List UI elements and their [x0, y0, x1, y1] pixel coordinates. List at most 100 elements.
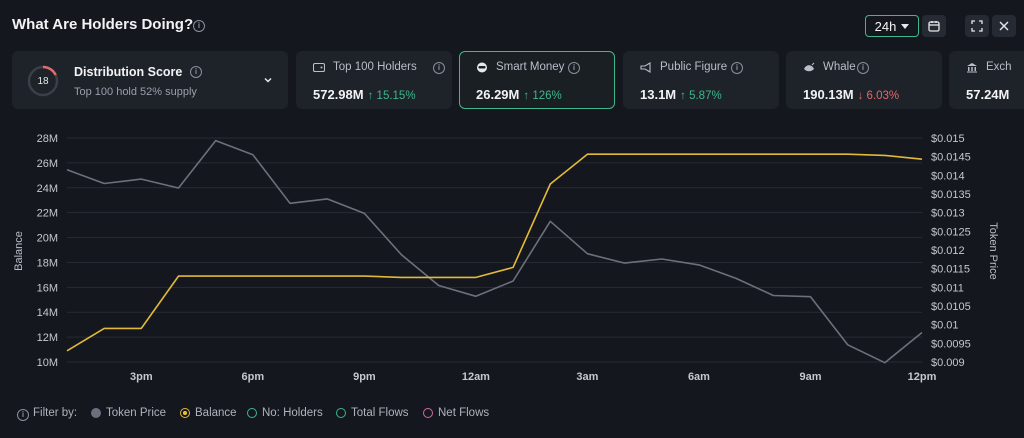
- card-value-amount: 572.98M: [313, 87, 364, 102]
- y-tick-label: 14M: [37, 307, 58, 319]
- calendar-icon: [928, 21, 940, 32]
- y-tick-label: 20M: [37, 233, 58, 245]
- filter-no-holders[interactable]: No: Holders: [247, 407, 323, 419]
- distribution-score-card[interactable]: 18 Distribution Score i Top 100 hold 52%…: [12, 51, 288, 109]
- x-tick-label: 3am: [576, 371, 598, 383]
- card-change-value: 15.15%: [376, 90, 416, 102]
- x-tick-label: 6pm: [242, 371, 265, 383]
- holders-chart: Balance Token Price 10M 12M 14M 16M 18M 20M 22…: [13, 133, 999, 383]
- y2-tick-label: $0.013: [931, 208, 965, 220]
- y2-tick-label: $0.014: [931, 170, 965, 182]
- filter-balance[interactable]: Balance: [180, 407, 237, 419]
- card-value-amount: 26.29M: [476, 87, 520, 102]
- info-icon[interactable]: i: [731, 62, 743, 74]
- y2-tick-label: $0.0115: [931, 264, 970, 276]
- y2-tick-label: $0.0135: [931, 189, 971, 201]
- card-change-value: 126%: [532, 90, 562, 102]
- expand-icon: [971, 20, 983, 32]
- header: What Are Holders Doing? i 24h: [0, 0, 1024, 50]
- card-change: ↑ 126%: [523, 90, 562, 102]
- timeframe-dropdown[interactable]: 24h: [865, 15, 919, 37]
- distribution-score-title: Distribution Score: [74, 65, 183, 79]
- legend-dot: [247, 408, 257, 418]
- legend-dot: [423, 408, 433, 418]
- y2-tick-label: $0.01: [931, 320, 959, 332]
- card-value: 57.24M: [966, 87, 1009, 102]
- y-tick-label: 24M: [37, 183, 58, 195]
- x-tick-label: 12pm: [908, 371, 937, 383]
- card-top-100-holders[interactable]: Top 100 Holders i 572.98M ↑ 15.15%: [296, 51, 452, 109]
- filter-net-flows[interactable]: Net Flows: [423, 407, 489, 419]
- card-value: 26.29M ↑ 126%: [476, 87, 562, 102]
- y2-tick-label: $0.0105: [931, 301, 971, 313]
- chevron-down-icon[interactable]: [263, 75, 273, 85]
- card-value: 190.13M ↓ 6.03%: [803, 87, 899, 102]
- y2-tick-label: $0.011: [931, 282, 964, 294]
- page-title: What Are Holders Doing?: [12, 16, 194, 33]
- token-price-line: [66, 139, 923, 364]
- y-tick-label: 28M: [37, 133, 58, 145]
- legend-dot: [91, 408, 101, 418]
- card-label: Smart Money: [496, 61, 565, 73]
- smart-money-icon: [477, 62, 487, 73]
- legend-dot: [336, 408, 346, 418]
- fullscreen-button[interactable]: [965, 15, 989, 37]
- info-icon[interactable]: i: [857, 62, 869, 74]
- card-exchange[interactable]: Exch 57.24M: [949, 51, 1024, 109]
- y2-tick-label: $0.0125: [931, 226, 971, 238]
- x-tick-label: 12am: [462, 371, 490, 383]
- card-value: 13.1M ↑ 5.87%: [640, 87, 722, 102]
- wallet-icon: [313, 62, 325, 73]
- card-change: ↑ 5.87%: [680, 90, 722, 102]
- card-value-amount: 13.1M: [640, 87, 677, 102]
- card-label: Whale: [823, 61, 856, 73]
- calendar-button[interactable]: [922, 15, 946, 37]
- card-change: ↑ 15.15%: [367, 90, 416, 102]
- card-label: Top 100 Holders: [333, 61, 417, 73]
- card-value-amount: 57.24M: [966, 87, 1010, 102]
- y-tick-label: 16M: [37, 282, 58, 294]
- info-icon[interactable]: i: [190, 66, 202, 78]
- card-value: 572.98M ↑ 15.15%: [313, 87, 416, 102]
- distribution-score-subtitle: Top 100 hold 52% supply: [74, 86, 197, 98]
- filter-bar: i Filter by: Token Price Balance No: Hol…: [0, 402, 1024, 424]
- y-tick-label: 18M: [37, 257, 58, 269]
- y2-tick-label: $0.012: [931, 245, 965, 257]
- filter-total-flows[interactable]: Total Flows: [336, 407, 409, 419]
- info-icon[interactable]: i: [193, 20, 205, 32]
- y2-tick-label: $0.015: [931, 133, 965, 145]
- x-tick-label: 6am: [688, 371, 710, 383]
- card-value-amount: 190.13M: [803, 87, 854, 102]
- whale-icon: [804, 62, 815, 72]
- y-tick-label: 12M: [37, 332, 58, 344]
- card-label: Exch: [986, 61, 1012, 73]
- balance-line: [66, 153, 923, 352]
- filter-item-label: Total Flows: [351, 407, 409, 419]
- legend-dot: [180, 408, 190, 418]
- y-tick-label: 22M: [37, 208, 58, 220]
- filter-token-price[interactable]: Token Price: [91, 407, 166, 419]
- card-change-value: 5.87%: [689, 90, 722, 102]
- x-tick-label: 3pm: [130, 371, 153, 383]
- info-icon: i: [17, 409, 29, 421]
- filter-item-label: No: Holders: [262, 407, 323, 419]
- y2-tick-label: $0.009: [931, 357, 965, 369]
- distribution-score-value: 18: [37, 75, 49, 87]
- y2-tick-label: $0.0095: [931, 338, 971, 350]
- distribution-gauge: [27, 65, 59, 97]
- info-icon[interactable]: i: [568, 62, 580, 74]
- public-figure-icon: [640, 62, 651, 73]
- y2-tick-label: $0.0145: [931, 152, 971, 164]
- holder-cards: 18 Distribution Score i Top 100 hold 52%…: [12, 51, 1024, 110]
- caret-down-icon: [901, 23, 910, 29]
- card-public-figure[interactable]: Public Figure i 13.1M ↑ 5.87%: [623, 51, 779, 109]
- close-button[interactable]: [992, 15, 1016, 37]
- card-whale[interactable]: Whale i 190.13M ↓ 6.03%: [786, 51, 942, 109]
- info-icon[interactable]: i: [433, 62, 445, 74]
- close-icon: [999, 21, 1009, 31]
- filter-label: Filter by:: [33, 407, 78, 419]
- y2-axis-label: Token Price: [987, 222, 999, 279]
- card-smart-money[interactable]: Smart Money i 26.29M ↑ 126%: [459, 51, 615, 109]
- x-tick-label: 9am: [799, 371, 821, 383]
- card-change: ↓ 6.03%: [857, 90, 900, 102]
